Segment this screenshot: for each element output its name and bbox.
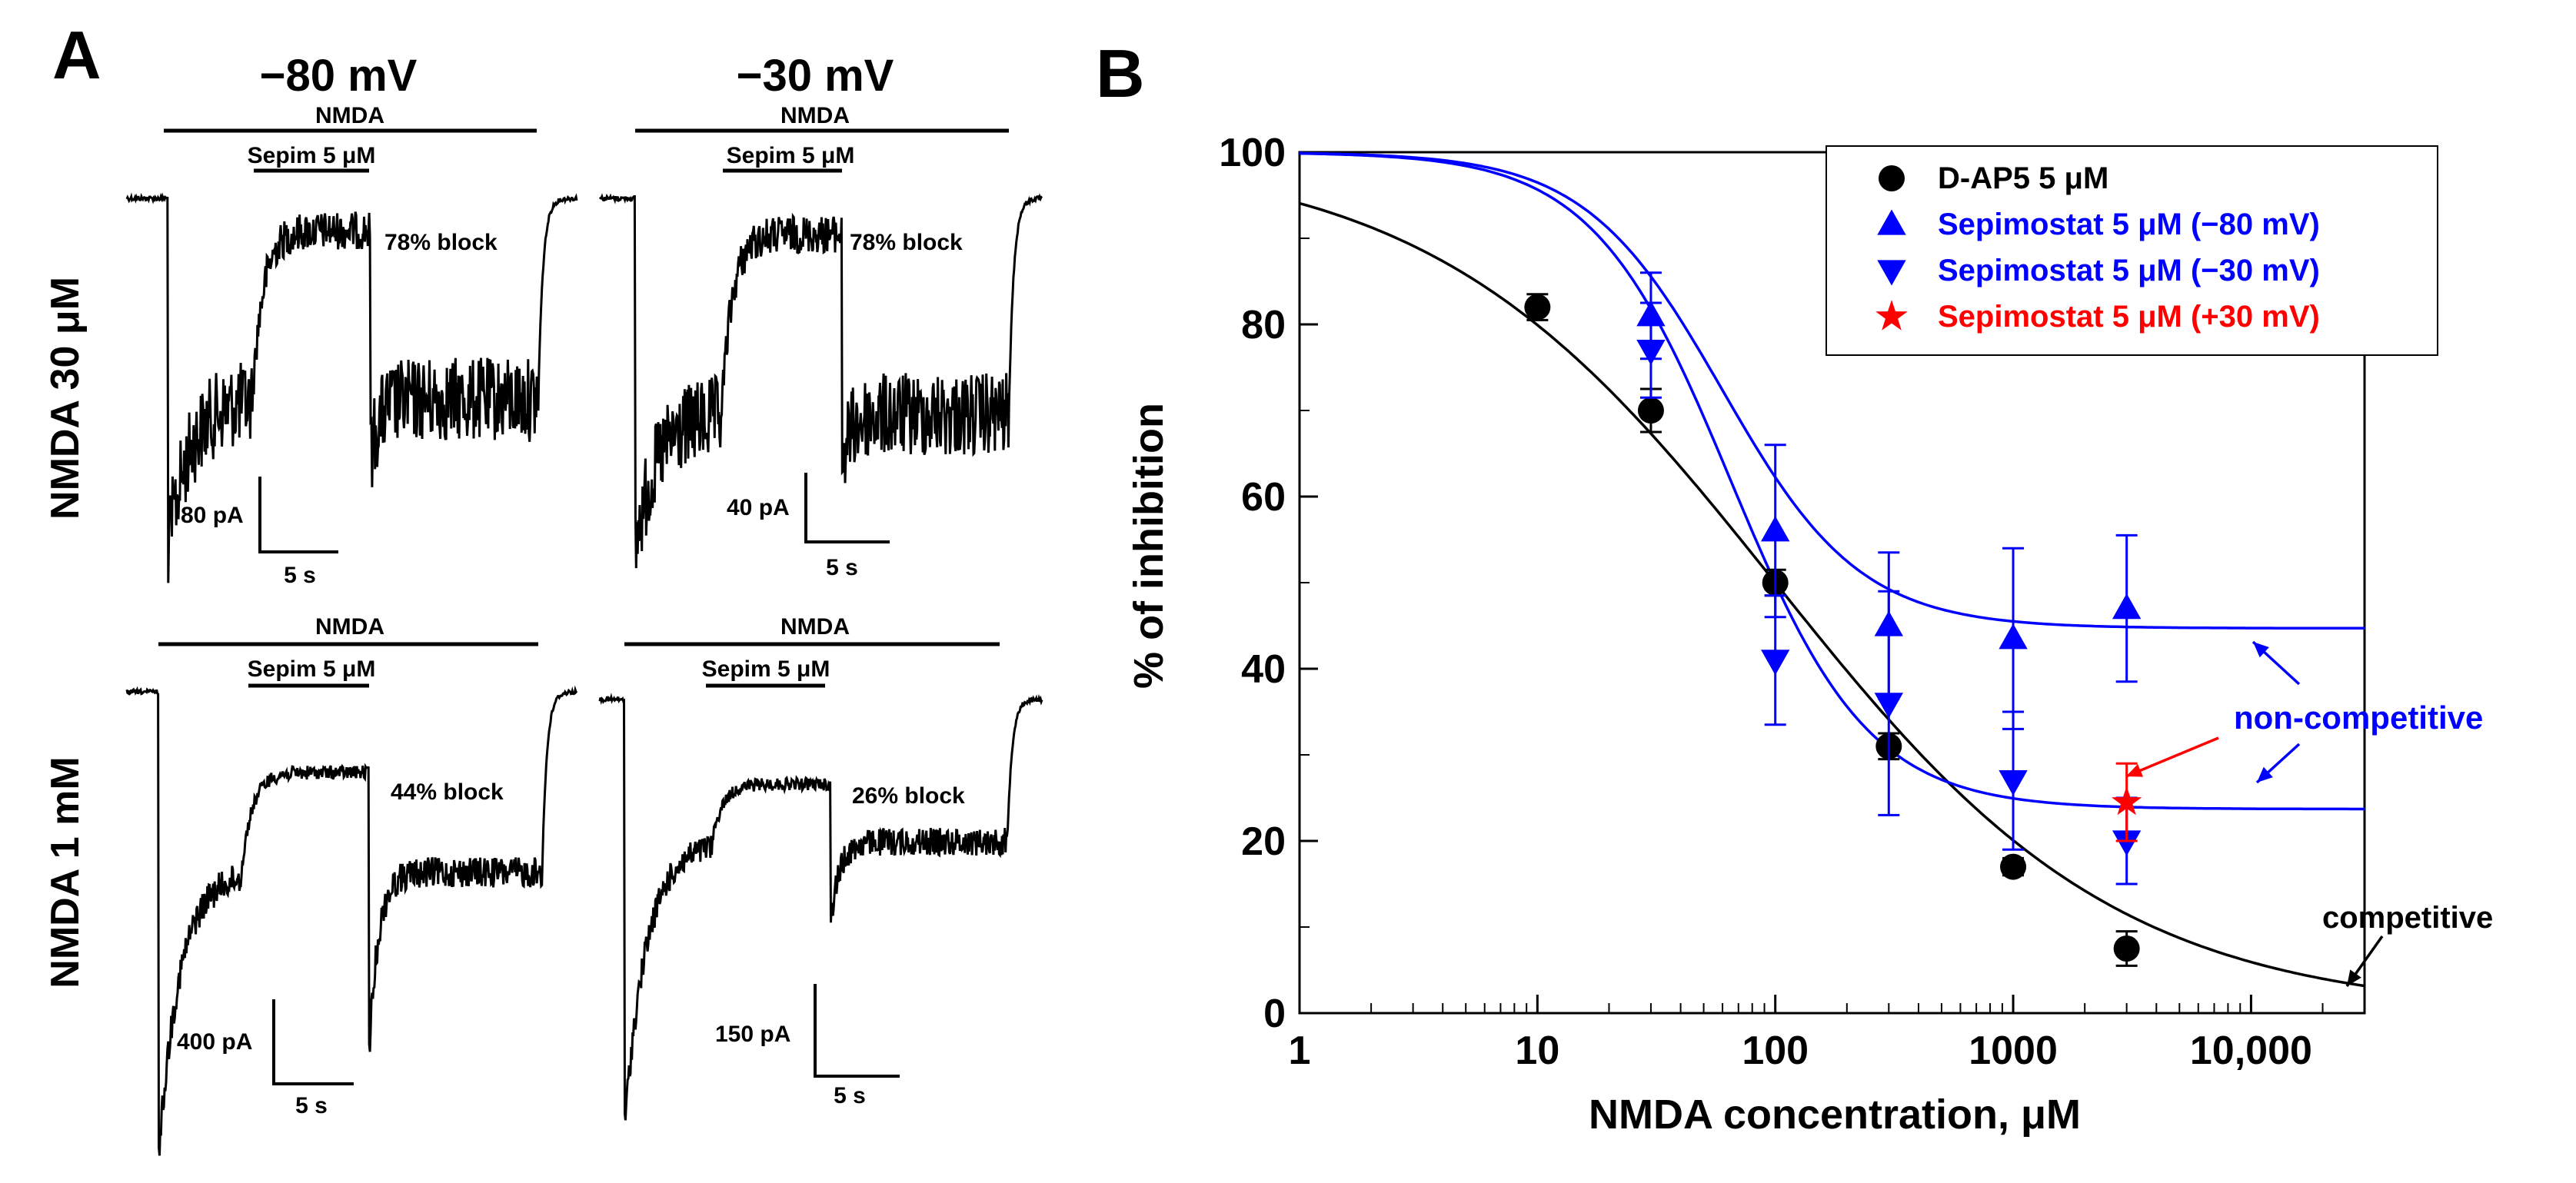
nmda-bar-label: NMDA [780,103,850,128]
legend-entry-sepim-plus30: Sepimostat 5 μM (+30 mV) [1938,300,2320,334]
nmda-bar-label: NMDA [780,614,850,640]
data-point-star [1875,300,1908,331]
block-label: 78% block [850,230,963,255]
data-point-circle [2000,853,2027,880]
legend-box [1825,145,2438,356]
data-point-circle [2113,935,2140,962]
data-point-circle [1879,165,1905,191]
x-axis-label: NMDA concentration, μM [1589,1092,2081,1138]
data-point-triangle-up [1999,623,2028,650]
block-label: 44% block [391,779,504,805]
y-tick-label: 100 [1219,131,1286,175]
legend-entry-sepim-minus30: Sepimostat 5 μM (−30 mV) [1938,254,2320,287]
data-point-star [2112,786,2142,816]
col-title-minus80: −80 mV [260,51,418,101]
nmda-bar-label: NMDA [315,103,384,128]
data-point-triangle-down [1874,693,1903,719]
sepim-bar-label: Sepim 5 μM [702,656,830,682]
annotation-arrowhead [2257,766,2273,783]
fit-curves [1299,151,2365,988]
sepim-bar-label: Sepim 5 μM [248,656,376,682]
annotation-arrow [2125,736,2219,778]
x-tick-label: 10,000 [2190,1028,2312,1073]
data-point-triangle-down [1636,340,1666,366]
y-tick-label: 40 [1241,647,1286,692]
row-label-nmda-30uM: NMDA 30 μM [43,277,88,520]
panel-a: A −80 mV −30 mV NMDA 30 μM NMDA 1 mM NMD… [43,17,1043,1156]
scale-bar [804,473,890,543]
scale-time-label: 5 s [284,563,316,588]
scale-current-label: 150 pA [715,1022,790,1047]
data-point-circle [1524,294,1551,321]
scale-time-label: 5 s [834,1083,866,1108]
data-point-triangle-up [1761,516,1790,542]
x-tick-label: 100 [1742,1028,1809,1073]
annotation-arrowhead [2347,969,2361,986]
legend: D-AP5 5 μM Sepimostat 5 μM (−80 mV) Sepi… [1825,145,2438,356]
legend-markers [1875,165,1908,331]
current-traces [125,128,1043,1156]
annotation-non-competitive: non-competitive [2234,699,2483,736]
y-axis-label: % of inhibition [1126,403,1172,689]
panel-b: B % of inhibition NMDA concentration, μM… [1096,35,2493,1138]
scale-time-label: 5 s [826,555,858,580]
scale-bar [814,984,900,1078]
x-tick-label: 1000 [1969,1028,2058,1073]
block-label: 26% block [852,783,965,809]
nmda-bar-label: NMDA [315,614,384,640]
current-trace [125,192,578,583]
annotation-competitive: competitive [2322,901,2493,935]
x-tick-label: 1 [1289,1028,1311,1073]
current-trace [598,193,1043,569]
sepim-bar-label: Sepim 5 μM [248,143,376,168]
y-tick-label: 0 [1263,992,1286,1036]
data-point-triangle-down [1877,260,1906,286]
data-point-triangle-down [2112,830,2142,856]
y-tick-label: 80 [1241,303,1286,347]
chart-axes: 1 10 100 1000 10,000 0 20 40 60 80 100 [1219,131,2366,1073]
row-label-nmda-1mM: NMDA 1 mM [43,756,88,988]
scale-bar [258,477,338,553]
legend-entry-sepim-minus80: Sepimostat 5 μM (−80 mV) [1938,208,2320,241]
data-point-triangle-up [1877,209,1906,235]
y-tick-label: 60 [1241,475,1286,520]
data-point-circle [1637,397,1664,424]
data-point-triangle-up [2112,593,2142,620]
scale-current-label: 40 pA [727,495,790,520]
data-point-triangle-down [1999,770,2028,796]
current-trace [125,685,578,1156]
current-trace [598,693,1043,1121]
scale-current-label: 80 pA [181,503,244,528]
fit-curve [1299,201,2365,988]
scale-bar [272,999,354,1085]
scale-current-label: 400 pA [177,1029,252,1055]
x-tick-label: 10 [1515,1028,1559,1073]
fit-curve [1299,151,2365,630]
y-tick-label: 20 [1241,819,1286,864]
legend-entry-dap5: D-AP5 5 μM [1938,161,2108,195]
annotation-arrows [2125,640,2384,988]
annotation-arrowhead [2126,764,2143,777]
panel-b-label: B [1096,35,1145,111]
data-points [1524,271,2142,967]
sepim-bar-label: Sepim 5 μM [727,143,855,168]
fit-curve [1299,151,2365,811]
annotation-arrowhead [2253,642,2269,658]
panel-a-label: A [52,17,102,93]
col-title-minus30: −30 mV [737,51,894,101]
data-point-triangle-down [1761,650,1790,676]
block-label: 78% block [384,230,498,255]
scale-time-label: 5 s [295,1093,328,1118]
